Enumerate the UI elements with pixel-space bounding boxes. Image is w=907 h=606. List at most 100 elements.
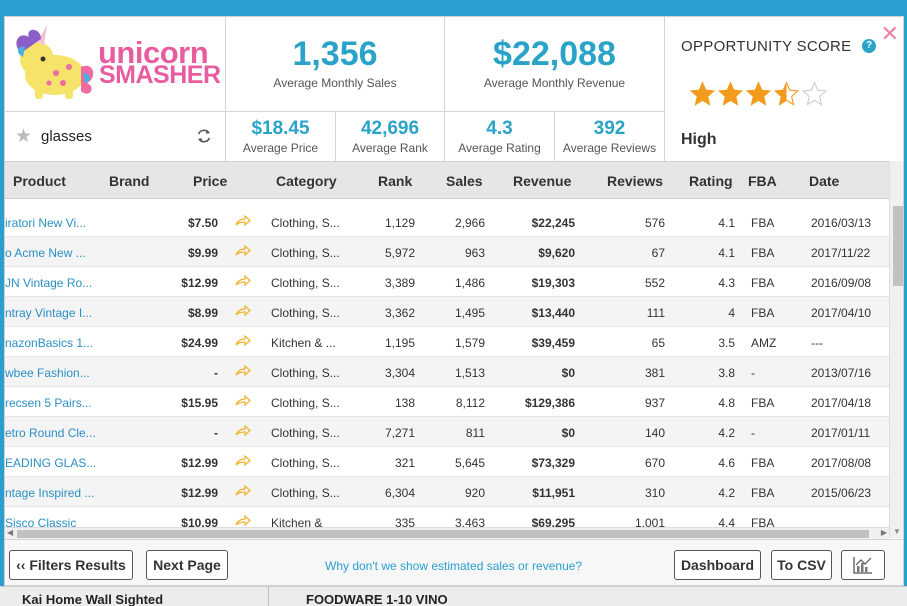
keyword-bar: ★ glasses: [5, 111, 225, 161]
cell-product[interactable]: EADING GLAS...: [5, 456, 95, 470]
scroll-down-arrow-icon[interactable]: ▼: [893, 527, 901, 536]
share-arrow-icon[interactable]: [235, 515, 257, 527]
scroll-right-arrow-icon[interactable]: ▶: [880, 528, 887, 537]
cell-rating: 3.5: [718, 336, 735, 350]
background-product-title: Kai Home Wall Sighted: [22, 592, 164, 606]
column-header-brand[interactable]: Brand: [109, 173, 150, 189]
column-header-fba[interactable]: FBA: [748, 173, 777, 189]
cell-reviews: 576: [644, 216, 665, 230]
cell-product[interactable]: wbee Fashion...: [5, 366, 90, 380]
column-header-price[interactable]: Price: [193, 173, 228, 189]
cell-product[interactable]: ntage Inspired ...: [5, 486, 95, 500]
table-row[interactable]: recsen 5 Pairs... $15.95 Clothing, S... 138…: [5, 387, 889, 417]
table-row[interactable]: EADING GLAS... $12.99 Clothing, S... 321 5,6…: [5, 447, 889, 477]
cell-revenue: $39,459: [531, 336, 575, 350]
scroll-left-arrow-icon[interactable]: ◀: [7, 528, 14, 537]
next-page-button[interactable]: Next Page: [146, 550, 228, 580]
horizontal-scrollbar[interactable]: ◀ ▶: [5, 527, 889, 539]
share-arrow-icon[interactable]: [235, 485, 257, 500]
cell-rating: 4.1: [718, 246, 735, 260]
table-row[interactable]: nazonBasics 1... $24.99 Kitchen & ... 1,195…: [5, 327, 889, 357]
cell-category: Clothing, S...: [271, 426, 340, 440]
cell-product[interactable]: Sisco Classic: [5, 516, 77, 527]
table-row[interactable]: iratori New Vi... $7.50 Clothing, S... 1,12…: [5, 207, 889, 237]
chart-button[interactable]: [841, 550, 885, 580]
column-header-product[interactable]: Product: [13, 173, 66, 189]
share-arrow-icon[interactable]: [235, 425, 257, 440]
share-arrow-icon[interactable]: [235, 215, 257, 230]
why-no-estimates-link[interactable]: Why don't we show estimated sales or rev…: [325, 559, 583, 573]
horizontal-scrollbar-thumb[interactable]: [17, 530, 869, 538]
share-arrow-icon[interactable]: [235, 335, 257, 350]
to-csv-button[interactable]: To CSV: [771, 550, 832, 580]
table-row[interactable]: JN Vintage Ro... $12.99 Clothing, S... 3,38…: [5, 267, 889, 297]
table-row[interactable]: wbee Fashion... - Clothing, S... 3,304 1,513…: [5, 357, 889, 387]
bar-chart-icon: [853, 557, 872, 574]
cell-sales: 1,513: [454, 366, 485, 380]
star-half-icon: [773, 81, 800, 106]
close-icon[interactable]: ✕: [880, 21, 899, 46]
cell-sales: 2,966: [454, 216, 485, 230]
cell-date: 2016/09/08: [811, 276, 872, 290]
cell-price: $12.99: [181, 456, 218, 470]
average-reviews-value: 392: [593, 118, 626, 139]
cell-sales: 811: [465, 426, 485, 440]
dashboard-button[interactable]: Dashboard: [674, 550, 761, 580]
table-row[interactable]: Sisco Classic $10.99 Kitchen & 335 3,463 $69,…: [5, 507, 889, 527]
share-arrow-icon[interactable]: [235, 245, 257, 260]
cell-product[interactable]: o Acme New ...: [5, 246, 86, 260]
cell-product[interactable]: nazonBasics 1...: [5, 336, 94, 350]
vertical-scrollbar[interactable]: ▼: [889, 161, 903, 538]
cell-sales: 1,579: [454, 336, 485, 350]
table-row[interactable]: o Acme New ... $9.99 Clothing, S... 5,972 96…: [5, 237, 889, 267]
cell-fba: FBA: [751, 396, 775, 410]
question-circle-icon[interactable]: ?: [862, 39, 876, 53]
star-icon[interactable]: ★: [15, 126, 33, 147]
column-header-category[interactable]: Category: [276, 173, 337, 189]
average-price-value: $18.45: [251, 118, 310, 139]
cell-product[interactable]: iratori New Vi...: [5, 216, 87, 230]
cell-rating: 4: [728, 306, 735, 320]
cell-product[interactable]: JN Vintage Ro...: [5, 276, 93, 290]
cell-rank: 3,362: [384, 306, 415, 320]
cell-revenue: $19,303: [531, 276, 575, 290]
cell-date: 2017/11/22: [811, 246, 871, 260]
cell-product[interactable]: recsen 5 Pairs...: [5, 396, 92, 410]
vertical-scrollbar-thumb[interactable]: [893, 206, 903, 286]
filters-results-button[interactable]: ‹‹ Filters Results: [9, 550, 133, 580]
cell-product[interactable]: etro Round Cle...: [5, 426, 95, 440]
cell-category: Clothing, S...: [271, 246, 340, 260]
cell-product[interactable]: ntray Vintage I...: [5, 306, 93, 320]
column-header-revenue[interactable]: Revenue: [513, 173, 572, 189]
cell-reviews: 381: [644, 366, 665, 380]
column-header-rank[interactable]: Rank: [378, 173, 413, 189]
cell-rating: 4.2: [718, 426, 735, 440]
star-filled-icon: [745, 81, 772, 106]
refresh-icon[interactable]: [195, 127, 213, 145]
share-arrow-icon[interactable]: [235, 455, 257, 470]
column-header-rating[interactable]: Rating: [689, 173, 733, 189]
cell-sales: 1,495: [454, 306, 485, 320]
table-row[interactable]: ntage Inspired ... $12.99 Clothing, S... 6,…: [5, 477, 889, 507]
share-arrow-icon[interactable]: [235, 275, 257, 290]
share-arrow-icon[interactable]: [235, 395, 257, 410]
search-keyword: glasses: [41, 128, 92, 145]
average-monthly-sales-value: 1,356: [292, 35, 378, 73]
average-price-label: Average Price: [242, 141, 319, 155]
table-row[interactable]: ntray Vintage I... $8.99 Clothing, S... 3,3…: [5, 297, 889, 327]
column-header-date[interactable]: Date: [809, 173, 840, 189]
cell-price: $24.99: [181, 336, 218, 350]
share-arrow-icon[interactable]: [235, 365, 257, 380]
cell-price: $7.50: [187, 216, 218, 230]
cell-rank: 3,389: [384, 276, 415, 290]
cell-category: Clothing, S...: [271, 306, 340, 320]
cell-rank: 7,271: [384, 426, 415, 440]
column-header-reviews[interactable]: Reviews: [607, 173, 664, 189]
column-header-sales[interactable]: Sales: [446, 173, 483, 189]
table-row[interactable]: etro Round Cle... - Clothing, S... 7,271 811…: [5, 417, 889, 447]
cell-revenue: $69,295: [531, 516, 575, 527]
background-product-title: FOODWARE 1-10 VINO: [306, 592, 448, 606]
share-arrow-icon[interactable]: [235, 305, 257, 320]
cell-fba: FBA: [751, 456, 775, 470]
cell-rating: 4.3: [718, 276, 735, 290]
